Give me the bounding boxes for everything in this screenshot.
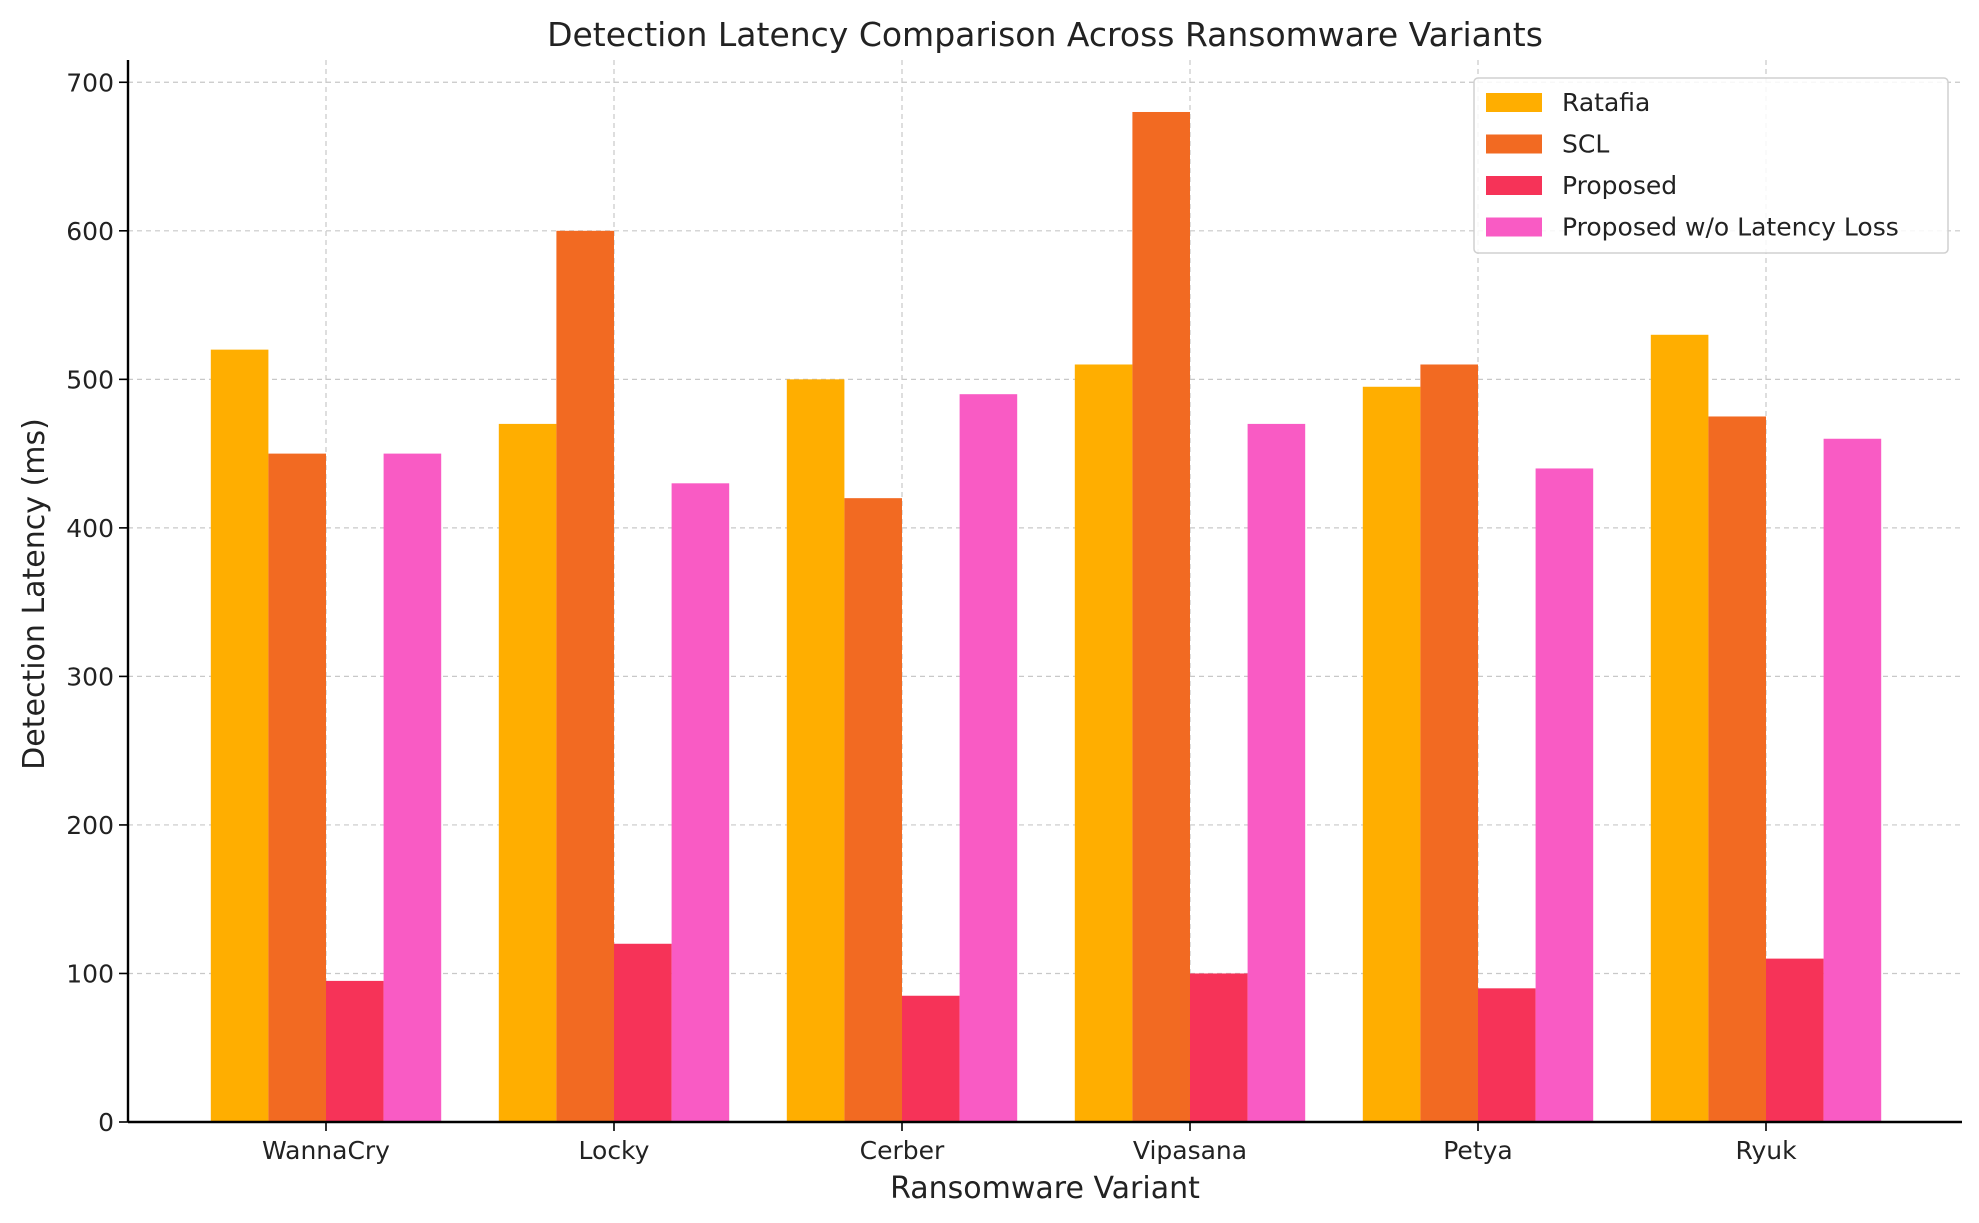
x-tick-label: Cerber [860,1136,945,1165]
axes-layer [126,60,1962,1124]
legend-swatch [1486,134,1542,154]
ticks-layer: 0 100 200 300 400 500 600 700 WannaCry Locky Cerbe… [66,68,1797,1165]
legend-label: SCL [1562,130,1609,159]
bar-ratafia-wannacry [210,349,269,1122]
y-tick-label: 400 [66,514,114,543]
bar-proposed-wannacry [326,980,384,1122]
x-tick-label: Ryuk [1735,1136,1797,1165]
y-tick-label: 600 [66,217,114,246]
x-tick-label: Locky [579,1136,650,1165]
bar-proposed-vipasana [1190,973,1248,1122]
bar-scl-wannacry [268,453,326,1122]
x-axis-label: Ransomware Variant [890,1171,1200,1206]
bar-proposed-ryuk [1766,958,1824,1122]
bar-ratafia-ryuk [1650,334,1709,1122]
bar-ratafia-locky [498,423,557,1122]
bar-ratafia-petya [1362,386,1421,1122]
y-tick-label: 0 [98,1108,114,1137]
legend-label: Proposed [1562,171,1677,200]
y-tick-label: 700 [66,68,114,97]
bar-proposed-w-o-latency-loss-petya [1535,468,1594,1122]
y-axis-label: Detection Latency (ms) [17,418,52,770]
bar-proposed-locky [614,943,672,1122]
x-tick-label: WannaCry [262,1136,390,1165]
x-tick-label: Vipasana [1133,1136,1247,1165]
x-tick-label: Petya [1443,1136,1512,1165]
bar-scl-vipasana [1132,111,1190,1122]
bar-scl-locky [556,230,614,1123]
legend-label: Ratafia [1562,88,1650,117]
bar-proposed-cerber [902,995,960,1122]
bar-ratafia-vipasana [1074,364,1133,1122]
legend-label: Proposed w/o Latency Loss [1562,213,1899,242]
bars-layer [210,111,1882,1123]
legend: Ratafia SCL Proposed Proposed w/o Latency L… [1473,77,1949,254]
chart-title: Detection Latency Comparison Across Rans… [547,15,1543,54]
bar-proposed-w-o-latency-loss-locky [671,483,730,1122]
bar-proposed-w-o-latency-loss-ryuk [1823,438,1882,1122]
bar-proposed-petya [1478,988,1536,1122]
bar-ratafia-cerber [786,379,845,1122]
legend-swatch [1486,217,1542,237]
bar-proposed-w-o-latency-loss-wannacry [383,453,442,1122]
bar-proposed-w-o-latency-loss-vipasana [1247,423,1306,1122]
bar-scl-cerber [844,498,902,1122]
bar-proposed-w-o-latency-loss-cerber [959,394,1018,1122]
legend-swatch [1486,176,1542,195]
bar-scl-ryuk [1708,416,1766,1122]
y-tick-label: 200 [66,811,114,840]
y-tick-label: 100 [66,959,114,988]
legend-box [1473,77,1949,254]
legend-swatch [1486,93,1542,112]
y-tick-label: 500 [66,365,114,394]
y-tick-label: 300 [66,662,114,691]
bar-scl-petya [1420,364,1478,1122]
